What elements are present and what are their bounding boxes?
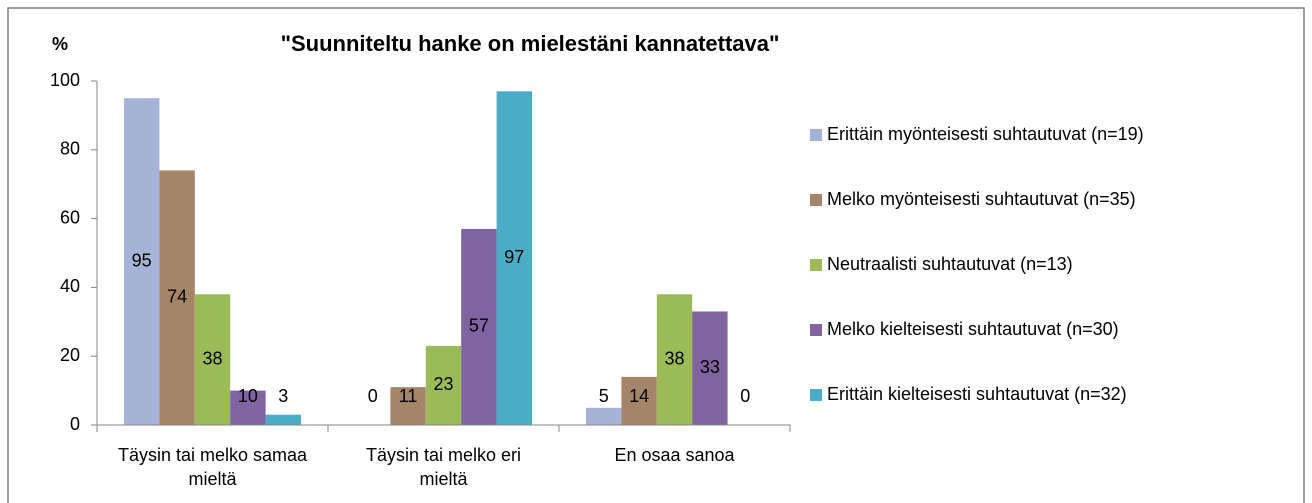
data-label: 38 [664, 348, 684, 368]
y-tick-label: 60 [60, 207, 80, 227]
data-label: 38 [202, 348, 222, 368]
y-tick-label: 100 [50, 70, 80, 90]
bar [656, 294, 693, 425]
data-label: 0 [368, 386, 378, 406]
y-axis-label: % [52, 34, 68, 54]
data-label: 97 [504, 247, 524, 267]
data-label: 57 [469, 316, 489, 336]
bar [461, 228, 497, 425]
x-tick-label: En osaa sanoa [614, 445, 735, 465]
data-label: 11 [399, 386, 418, 406]
data-label: 74 [167, 286, 187, 306]
bar [159, 170, 195, 425]
bar [390, 387, 426, 425]
legend-swatch [810, 129, 822, 141]
bar [496, 91, 532, 425]
x-tick-label: Täysin tai melko samaa mieltä [117, 445, 308, 489]
bar [425, 345, 462, 425]
y-tick-label: 40 [60, 276, 80, 296]
y-tick-label: 20 [60, 345, 80, 365]
legend-label: Neutraalisti suhtautuvat (n=13) [827, 254, 1073, 274]
bar [621, 376, 657, 425]
chart-frame [7, 7, 1305, 503]
y-tick-label: 80 [60, 139, 80, 159]
y-tick-label: 0 [70, 414, 80, 434]
data-label: 10 [238, 386, 258, 406]
legend-swatch [810, 259, 822, 271]
legend-swatch [810, 389, 822, 401]
bar [265, 414, 301, 425]
data-label: 5 [599, 386, 609, 406]
chart-title: "Suunniteltu hanke on mielestäni kannate… [281, 31, 780, 56]
legend-label: Erittäin kielteisesti suhtautuvat (n=32) [827, 384, 1127, 404]
data-label: 14 [629, 386, 649, 406]
data-label: 33 [700, 357, 720, 377]
bar [586, 407, 622, 425]
bar [124, 98, 160, 425]
legend-label: Melko kielteisesti suhtautuvat (n=30) [827, 319, 1119, 339]
legend-label: Melko myönteisesti suhtautuvat (n=35) [827, 189, 1136, 209]
bar [230, 390, 266, 425]
bar [692, 311, 728, 425]
legend-label: Erittäin myönteisesti suhtautuvat (n=19) [827, 124, 1144, 144]
bar [194, 294, 231, 425]
data-label: 95 [132, 250, 152, 270]
legend-swatch [810, 194, 822, 206]
legend-swatch [810, 324, 822, 336]
data-label: 23 [433, 374, 453, 394]
data-label: 0 [740, 386, 750, 406]
data-label: 3 [278, 386, 288, 406]
x-tick-label: Täysin tai melko eri mieltä [365, 445, 522, 489]
